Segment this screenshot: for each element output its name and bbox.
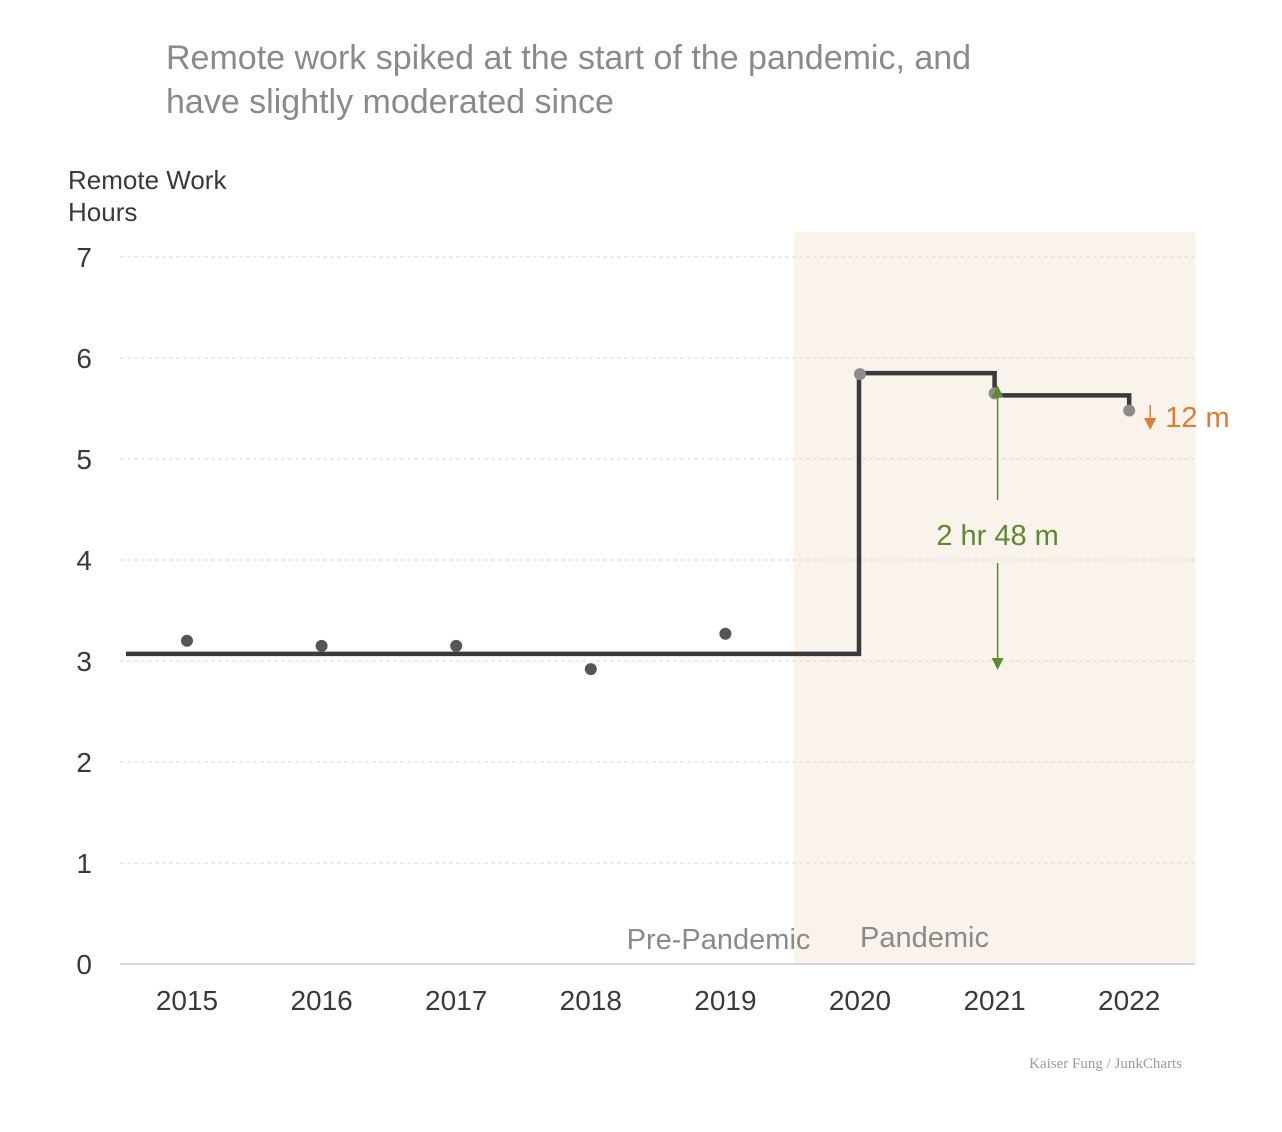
chart-title-line-2: have slightly moderated since [166, 83, 614, 121]
y-tick-label: 6 [76, 343, 92, 374]
x-tick-label: 2021 [963, 985, 1025, 1016]
y-axis-label-line-2: Hours [68, 197, 138, 227]
credit-text: Kaiser Fung / JunkCharts [1029, 1056, 1182, 1072]
y-tick-label: 5 [76, 444, 92, 475]
x-tick-label: 2017 [425, 985, 487, 1016]
x-tick-label: 2015 [156, 985, 218, 1016]
data-point [1123, 404, 1136, 417]
data-point [181, 634, 193, 647]
decline-arrowhead [1144, 418, 1157, 430]
y-tick-label: 4 [76, 545, 92, 576]
x-tick-label: 2019 [694, 985, 756, 1016]
data-point [988, 387, 1001, 400]
x-tick-label: 2022 [1098, 985, 1160, 1016]
x-tick-label: 2020 [829, 985, 891, 1016]
chart-title-line-1: Remote work spiked at the start of the p… [166, 39, 972, 77]
y-tick-label: 0 [76, 949, 92, 980]
y-tick-label: 7 [76, 242, 92, 273]
region-label-pandemic: Pandemic [860, 922, 989, 954]
data-point [584, 663, 597, 676]
data-point [450, 639, 463, 652]
y-tick-label: 1 [76, 848, 92, 879]
data-point [854, 368, 866, 381]
data-point [719, 627, 732, 640]
x-tick-label: 2016 [290, 985, 352, 1016]
y-tick-label: 3 [76, 646, 92, 677]
jump-annotation-label: 2 hr 48 m [936, 520, 1059, 552]
y-axis-label: Remote Work Hours [68, 164, 226, 228]
pandemic-band [793, 232, 1196, 964]
average-step-line [126, 370, 1132, 657]
y-axis-label-line-1: Remote Work [68, 165, 227, 195]
y-tick-label: 2 [76, 747, 92, 778]
data-point [315, 639, 328, 652]
decline-annotation-label: 12 m [1165, 402, 1229, 434]
region-label-pre-pandemic: Pre-Pandemic [627, 924, 811, 956]
chart-title: Remote work spiked at the start of the p… [166, 36, 1086, 124]
x-tick-label: 2018 [560, 985, 622, 1016]
